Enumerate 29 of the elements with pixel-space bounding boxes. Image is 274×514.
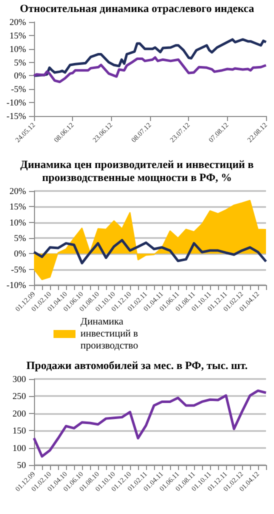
y-tick-label: -5% bbox=[11, 264, 26, 274]
y-tick-label: 10% bbox=[10, 44, 26, 54]
y-tick-label: 15% bbox=[10, 202, 26, 212]
y-tick-label: 15% bbox=[10, 30, 26, 40]
y-tick-label: 5% bbox=[14, 57, 26, 68]
legend-label: Динамика инвестиций в производство bbox=[80, 316, 140, 352]
y-tick-label: -10% bbox=[6, 98, 26, 108]
y-tick-label: 10% bbox=[10, 217, 26, 228]
y-tick-label: 200 bbox=[12, 408, 26, 418]
y-tick-label: -5% bbox=[11, 84, 26, 94]
line-series bbox=[32, 389, 268, 458]
y-tick-label: 0% bbox=[14, 70, 26, 81]
y-tick-label: 100 bbox=[12, 442, 26, 453]
y-tick-label: -15% bbox=[6, 111, 26, 121]
y-tick-label: 5% bbox=[14, 233, 26, 243]
line-series bbox=[32, 56, 268, 84]
y-tick-label: 150 bbox=[12, 426, 26, 436]
y-tick-label: 0% bbox=[14, 248, 26, 259]
y-tick-label: 250 bbox=[12, 391, 26, 402]
y-tick-label: 20% bbox=[10, 186, 26, 196]
line-series bbox=[32, 38, 268, 77]
chart-title: Продажи автомобилей за мес. в РФ, тыс. шт. bbox=[25, 359, 249, 373]
y-tick-label: -10% bbox=[6, 280, 26, 290]
y-tick-label: 50 bbox=[17, 460, 26, 470]
chart-title: Динамика цен производителей и инвестиций в производственные мощности в РФ, % bbox=[19, 158, 255, 185]
y-tick-label: 20% bbox=[10, 17, 26, 27]
line-series bbox=[32, 238, 268, 264]
y-tick-label: 300 bbox=[12, 374, 26, 384]
chart-title: Относительная динамика отраслевого индекса bbox=[18, 2, 256, 16]
